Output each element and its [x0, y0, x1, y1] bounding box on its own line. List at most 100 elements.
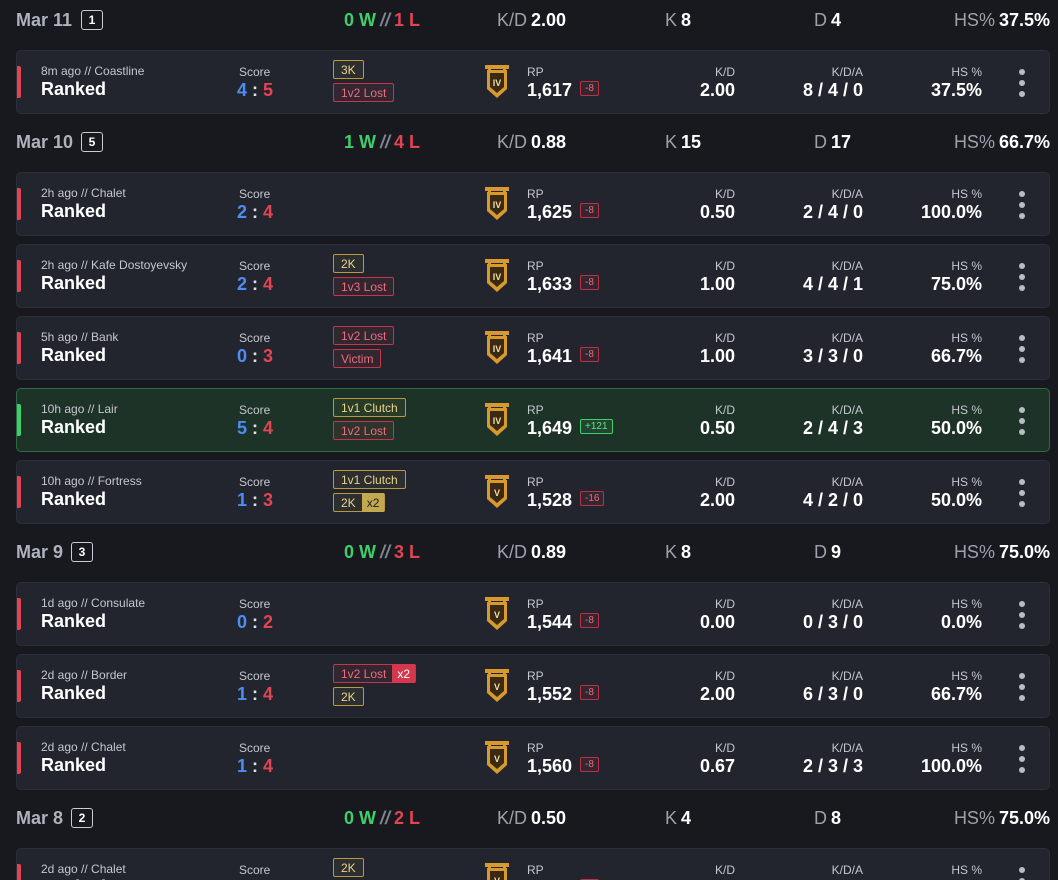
- match-card[interactable]: 2d ago // Border Ranked Score 1:4 1v2 Lost x2…: [16, 654, 1050, 718]
- kd-label: K/D: [714, 597, 735, 611]
- more-dot: [1019, 213, 1025, 219]
- badge-row: 1v3 Lost: [333, 277, 395, 300]
- day-deaths-label: D: [814, 131, 827, 152]
- match-mode: Ranked: [41, 201, 107, 221]
- rank-banner-icon: V: [485, 475, 509, 508]
- score-separator: :: [252, 490, 259, 510]
- hs-label: HS %: [951, 65, 982, 79]
- rp-delta-badge: -8: [580, 203, 599, 218]
- rp-value: 1,649: [527, 418, 573, 438]
- kda-value: 2 / 3 / 3: [802, 756, 863, 776]
- day-kd-stat: K/D 0.89: [497, 542, 566, 563]
- day-kd-stat: K/D 0.50: [497, 808, 566, 829]
- match-score: 0:2: [237, 612, 273, 633]
- rp-value: 1,633: [527, 274, 573, 294]
- more-dot: [1019, 407, 1025, 413]
- rp-delta-badge: -8: [580, 275, 599, 290]
- hs-label: HS %: [951, 863, 982, 877]
- svg-text:V: V: [494, 488, 500, 498]
- match-time-map: 5h ago // Bank: [41, 330, 119, 344]
- more-dot: [1019, 69, 1025, 75]
- match-card[interactable]: 1d ago // Consulate Ranked Score 0:2 V RP 1,54…: [16, 582, 1050, 646]
- rp-value: 1,544: [527, 612, 573, 632]
- match-card[interactable]: 5h ago // Bank Ranked Score 0:3 1v2 Lost Vict…: [16, 316, 1050, 380]
- more-vertical-icon[interactable]: [1017, 335, 1027, 363]
- day-deaths-label: D: [814, 541, 827, 562]
- badge-text: 1v2 Lost: [341, 85, 387, 100]
- kd-value: 2.00: [699, 684, 735, 704]
- kda-value: 4 / 4 / 1: [802, 274, 863, 294]
- more-vertical-icon[interactable]: [1017, 601, 1027, 629]
- day-hs-label: HS%: [953, 9, 995, 30]
- badge-text: 1v3 Lost: [341, 279, 387, 294]
- day-kills-value: 8: [681, 9, 692, 30]
- more-vertical-icon[interactable]: [1017, 479, 1027, 507]
- rank-banner-icon: V: [485, 669, 509, 702]
- kda-label: K/D/A: [831, 331, 863, 345]
- more-vertical-icon[interactable]: [1017, 191, 1027, 219]
- match-card[interactable]: 8m ago // Coastline Ranked Score 4:5 3K 1v2 L…: [16, 50, 1050, 114]
- day-date: Mar 10: [16, 131, 74, 152]
- more-vertical-icon[interactable]: [1017, 745, 1027, 773]
- score-label: Score: [239, 259, 271, 273]
- day-hs-stat: HS% 37.5%: [954, 10, 1050, 31]
- more-vertical-icon[interactable]: [1017, 673, 1027, 701]
- match-time-map: 8m ago // Coastline: [41, 64, 145, 78]
- match-time-map: 10h ago // Fortress: [41, 474, 142, 488]
- rank-icon-wrap: V: [485, 669, 509, 703]
- more-dot: [1019, 623, 1025, 629]
- day-deaths-value: 17: [831, 131, 852, 152]
- day-header: Mar 8 2 0 W//2 L K/D 0.50 K 4 D 8 HS% 75.0%: [0, 798, 1058, 838]
- rp-delta-badge: -16: [580, 491, 605, 506]
- score-team-a: 5: [237, 418, 248, 438]
- rank-icon-wrap: V: [485, 475, 509, 509]
- more-dot: [1019, 91, 1025, 97]
- more-vertical-icon[interactable]: [1017, 69, 1027, 97]
- match-card[interactable]: 10h ago // Lair Ranked Score 5:4 1v1 Clutch 1…: [16, 388, 1050, 452]
- kd-value: 0.00: [699, 612, 735, 632]
- match-card[interactable]: 10h ago // Fortress Ranked Score 1:3 1v1 Clu…: [16, 460, 1050, 524]
- kd-label: K/D: [714, 863, 735, 877]
- svg-text:IV: IV: [493, 200, 502, 210]
- more-vertical-icon[interactable]: [1017, 867, 1027, 880]
- day-kills-value: 15: [681, 131, 702, 152]
- result-indicator: [17, 332, 21, 364]
- more-dot: [1019, 80, 1025, 86]
- day-hs-value: 66.7%: [998, 131, 1050, 152]
- more-dot: [1019, 335, 1025, 341]
- more-dot: [1019, 274, 1025, 280]
- rp-value: 1,552: [527, 684, 573, 704]
- day-match-count: 1: [81, 10, 103, 30]
- match-card[interactable]: 2d ago // Chalet Ranked Score 1:4 V RP 1,560 -8…: [16, 726, 1050, 790]
- kd-value: 2.00: [699, 80, 735, 100]
- day-losses: 2 L: [394, 807, 421, 828]
- badge-row: 1v2 Lost: [333, 421, 406, 444]
- kd-value: 0.50: [699, 202, 735, 222]
- more-dot: [1019, 191, 1025, 197]
- more-vertical-icon[interactable]: [1017, 263, 1027, 291]
- score-separator: :: [252, 756, 259, 776]
- result-indicator: [17, 598, 21, 630]
- badge-group: 1v2 Lost Victim: [333, 326, 395, 372]
- hs-value: 100.0%: [920, 202, 982, 222]
- match-score: 4:5: [237, 80, 273, 101]
- day-hs-value: 75.0%: [998, 541, 1050, 562]
- kda-label: K/D/A: [831, 187, 863, 201]
- achievement-badge: 2K x2: [333, 493, 386, 512]
- score-team-a: 4: [237, 80, 248, 100]
- kda-label: K/D/A: [831, 669, 863, 683]
- day-hs-stat: HS% 75.0%: [954, 808, 1050, 829]
- rp-delta-badge: -8: [580, 347, 599, 362]
- match-card[interactable]: 2h ago // Chalet Ranked Score 2:4 IV RP 1,625-…: [16, 172, 1050, 236]
- hs-value: 50.0%: [930, 490, 982, 510]
- badge-text: 2K: [341, 256, 356, 271]
- more-vertical-icon[interactable]: [1017, 407, 1027, 435]
- match-card[interactable]: 2h ago // Kafe Dostoyevsky Ranked Score 2:4…: [16, 244, 1050, 308]
- badge-group: 1v2 Lost x2 2K: [333, 664, 417, 710]
- badge-row: 2K: [333, 858, 364, 880]
- day-kd-stat: K/D 0.88: [497, 132, 566, 153]
- day-wins: 0 W: [344, 807, 377, 828]
- score-team-a: 2: [237, 878, 247, 880]
- rp-label: RP: [527, 187, 544, 201]
